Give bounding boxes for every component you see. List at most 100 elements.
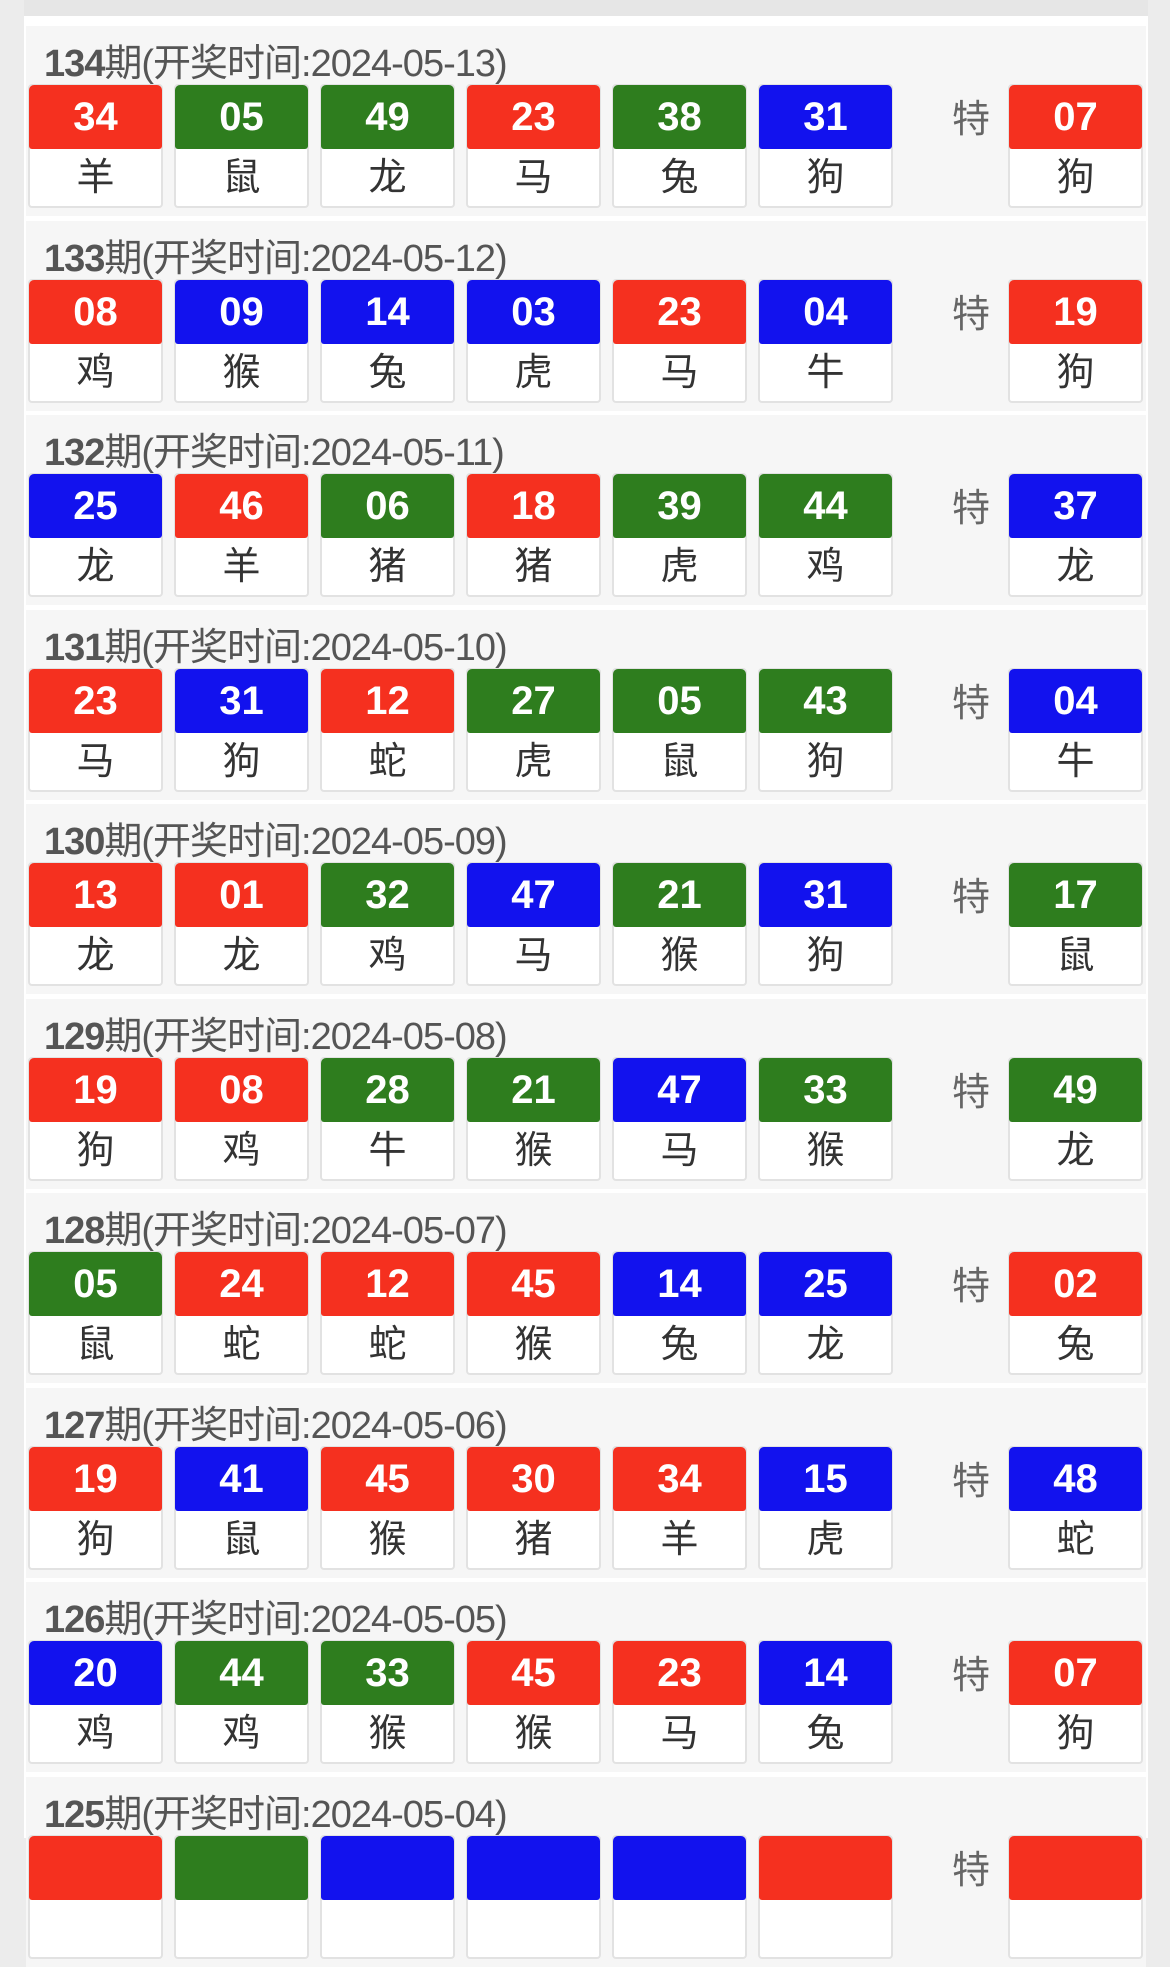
special-ball: 48 蛇 bbox=[1008, 1445, 1143, 1570]
ball: 47 马 bbox=[612, 1056, 747, 1181]
zodiac-label: 鸡 bbox=[368, 933, 407, 977]
ball-number: 04 bbox=[1009, 668, 1142, 733]
special-label: 特 bbox=[952, 1653, 991, 1697]
issue-number: 134 bbox=[44, 43, 105, 85]
special-ball: 07 狗 bbox=[1008, 84, 1143, 208]
ball-number: 03 bbox=[467, 279, 600, 344]
draw-history: 134期(开奖时间:2024-05-13) 34 羊 05 鼠 49 龙 23 马 38 兔 31 狗特… bbox=[24, 0, 1148, 1967]
zodiac-label: 龙 bbox=[76, 933, 115, 977]
ball-number: 17 bbox=[1009, 863, 1142, 927]
zodiac-label: 兔 bbox=[806, 1711, 845, 1755]
ball-number: 23 bbox=[613, 279, 746, 344]
zodiac-label: 鼠 bbox=[222, 155, 261, 199]
ball-number: 34 bbox=[29, 85, 162, 149]
special-label: 特 bbox=[952, 97, 991, 141]
ball-number: 41 bbox=[175, 1446, 308, 1511]
zodiac-label: 龙 bbox=[806, 1322, 845, 1366]
ball bbox=[466, 1834, 601, 1959]
zodiac-label: 兔 bbox=[368, 349, 407, 394]
ball: 47 马 bbox=[466, 862, 601, 986]
ball: 23 马 bbox=[466, 84, 601, 208]
zodiac-label: 猴 bbox=[368, 1516, 407, 1561]
ball: 03 虎 bbox=[466, 278, 601, 403]
zodiac-label: 猪 bbox=[368, 544, 407, 588]
special-ball bbox=[1008, 1834, 1143, 1959]
draw-date: 期(开奖时间:2024-05-05) bbox=[104, 1599, 507, 1641]
zodiac-label: 龙 bbox=[222, 933, 261, 977]
zodiac-label: 马 bbox=[660, 349, 699, 394]
ball-number: 01 bbox=[175, 863, 308, 927]
ball-number bbox=[321, 1835, 454, 1900]
draw-title: 130期(开奖时间:2024-05-09) bbox=[44, 810, 508, 865]
zodiac-label: 蛇 bbox=[368, 738, 407, 783]
zodiac-label: 牛 bbox=[1056, 738, 1095, 783]
ball: 13 龙 bbox=[28, 862, 163, 986]
ball: 27 虎 bbox=[466, 667, 601, 792]
zodiac-label: 虎 bbox=[806, 1516, 845, 1561]
special-ball: 07 狗 bbox=[1008, 1640, 1143, 1764]
zodiac-label: 鸡 bbox=[222, 1127, 261, 1172]
draw-row: 132期(开奖时间:2024-05-11) 25 龙 46 羊 06 猪 18 猪 39 虎 44 鸡 特… bbox=[26, 415, 1146, 605]
ball-number: 30 bbox=[467, 1446, 600, 1511]
special-label: 特 bbox=[952, 1847, 991, 1892]
zodiac-label: 猪 bbox=[514, 544, 553, 588]
ball-number: 21 bbox=[613, 863, 746, 927]
ball-number: 31 bbox=[759, 85, 892, 149]
zodiac-label: 虎 bbox=[514, 738, 553, 783]
zodiac-label: 鸡 bbox=[76, 1711, 115, 1755]
issue-number: 133 bbox=[44, 237, 105, 280]
zodiac-label: 狗 bbox=[76, 1127, 115, 1172]
draw-title: 133期(开奖时间:2024-05-12) bbox=[44, 227, 508, 282]
zodiac-label: 马 bbox=[514, 155, 553, 199]
special-label: 特 bbox=[952, 1458, 991, 1503]
ball-number: 44 bbox=[759, 474, 892, 538]
ball: 23 马 bbox=[612, 278, 747, 403]
ball-number: 34 bbox=[613, 1446, 746, 1511]
draw-date: 期(开奖时间:2024-05-10) bbox=[104, 626, 507, 669]
zodiac-label: 猴 bbox=[806, 1127, 845, 1172]
draw-row: 128期(开奖时间:2024-05-07) 05 鼠 24 蛇 12 蛇 45 猴 14 兔 25 龙 特… bbox=[26, 1193, 1146, 1383]
zodiac-label: 猴 bbox=[514, 1127, 553, 1172]
ball-number: 25 bbox=[759, 1252, 892, 1316]
zodiac-label: 羊 bbox=[76, 155, 115, 199]
ball-number bbox=[613, 1835, 746, 1900]
ball-number: 24 bbox=[175, 1252, 308, 1316]
zodiac-label: 鸡 bbox=[222, 1711, 261, 1755]
ball: 14 兔 bbox=[758, 1640, 893, 1764]
issue-number: 128 bbox=[44, 1210, 105, 1252]
ball-number: 02 bbox=[1009, 1252, 1142, 1316]
ball-number: 13 bbox=[29, 863, 162, 927]
ball-number: 19 bbox=[29, 1446, 162, 1511]
zodiac-label: 兔 bbox=[660, 1322, 699, 1366]
ball: 46 羊 bbox=[174, 473, 309, 597]
issue-number: 130 bbox=[44, 821, 105, 863]
draw-date: 期(开奖时间:2024-05-06) bbox=[104, 1404, 507, 1447]
ball-number: 33 bbox=[759, 1057, 892, 1122]
ball: 14 兔 bbox=[320, 278, 455, 403]
draw-date: 期(开奖时间:2024-05-09) bbox=[104, 821, 507, 863]
ball-number: 08 bbox=[175, 1057, 308, 1122]
ball-number: 09 bbox=[175, 279, 308, 344]
ball-number: 14 bbox=[321, 279, 454, 344]
ball: 05 鼠 bbox=[28, 1251, 163, 1375]
ball-number: 46 bbox=[175, 474, 308, 538]
ball-number: 23 bbox=[467, 85, 600, 149]
zodiac-label: 鼠 bbox=[660, 738, 699, 783]
ball-number: 47 bbox=[467, 863, 600, 927]
ball: 32 鸡 bbox=[320, 862, 455, 986]
draw-row: 126期(开奖时间:2024-05-05) 20 鸡 44 鸡 33 猴 45 猴 23 马 14 兔 特… bbox=[26, 1582, 1146, 1772]
ball-number: 45 bbox=[467, 1641, 600, 1705]
ball: 25 龙 bbox=[28, 473, 163, 597]
draw-title: 129期(开奖时间:2024-05-08) bbox=[44, 1005, 508, 1060]
zodiac-label: 龙 bbox=[1056, 544, 1095, 588]
ball: 24 蛇 bbox=[174, 1251, 309, 1375]
zodiac-label: 马 bbox=[660, 1127, 699, 1172]
ball: 45 猴 bbox=[466, 1251, 601, 1375]
draw-title: 128期(开奖时间:2024-05-07) bbox=[44, 1199, 508, 1254]
zodiac-label: 龙 bbox=[1056, 1127, 1095, 1172]
ball: 44 鸡 bbox=[174, 1640, 309, 1764]
ball: 08 鸡 bbox=[174, 1056, 309, 1181]
zodiac-label: 马 bbox=[660, 1711, 699, 1755]
ball-number bbox=[175, 1835, 308, 1900]
ball-number: 44 bbox=[175, 1641, 308, 1705]
